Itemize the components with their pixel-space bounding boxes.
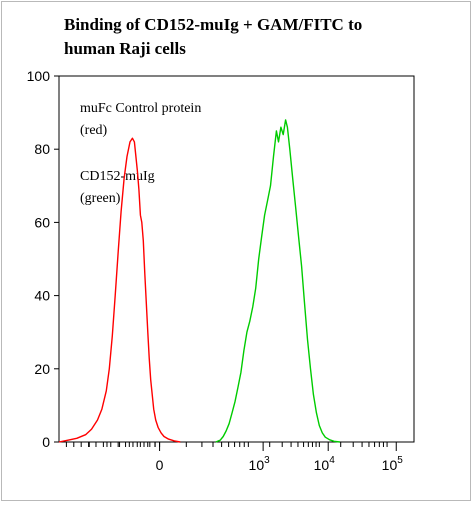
- x-tick-base: 10: [382, 457, 398, 473]
- x-tick-base: 10: [314, 457, 330, 473]
- y-tick-label: 80: [34, 141, 50, 157]
- chart-title-line-1: Binding of CD152-muIg + GAM/FITC to: [64, 15, 362, 34]
- x-tick-base: 0: [156, 457, 164, 473]
- x-tick-label: 0: [156, 457, 164, 473]
- legend-red-color-note: (red): [80, 123, 108, 138]
- series-line-0: [58, 137, 181, 443]
- legend-green-color-note: (green): [80, 191, 121, 206]
- x-tick-label: 103: [249, 455, 271, 473]
- x-tick-exponent: 3: [264, 455, 270, 466]
- y-tick-label: 100: [27, 68, 51, 84]
- plot-area: [58, 75, 415, 443]
- x-axis-ticks: 0 103 104 105: [65, 442, 404, 473]
- y-tick-label: 20: [34, 361, 50, 377]
- chart-title-line-2: human Raji cells: [64, 39, 186, 58]
- x-tick-label: 104: [314, 455, 336, 473]
- x-tick-exponent: 5: [397, 455, 403, 466]
- y-axis-ticks: 0 20 40 60 80 100: [27, 68, 59, 450]
- legend-green-label: CD152-muIg: [80, 169, 155, 184]
- legend-red-label: muFc Control protein: [80, 101, 201, 116]
- x-tick-label: 105: [382, 455, 404, 473]
- x-tick-exponent: 4: [329, 455, 335, 466]
- x-tick-base: 10: [249, 457, 265, 473]
- y-tick-label: 0: [42, 434, 50, 450]
- series-line-1: [215, 119, 341, 443]
- y-tick-label: 60: [34, 214, 50, 230]
- y-tick-label: 40: [34, 288, 50, 304]
- series-lines: [58, 119, 341, 443]
- chart-frame: Binding of CD152-muIg + GAM/FITC to huma…: [1, 1, 471, 501]
